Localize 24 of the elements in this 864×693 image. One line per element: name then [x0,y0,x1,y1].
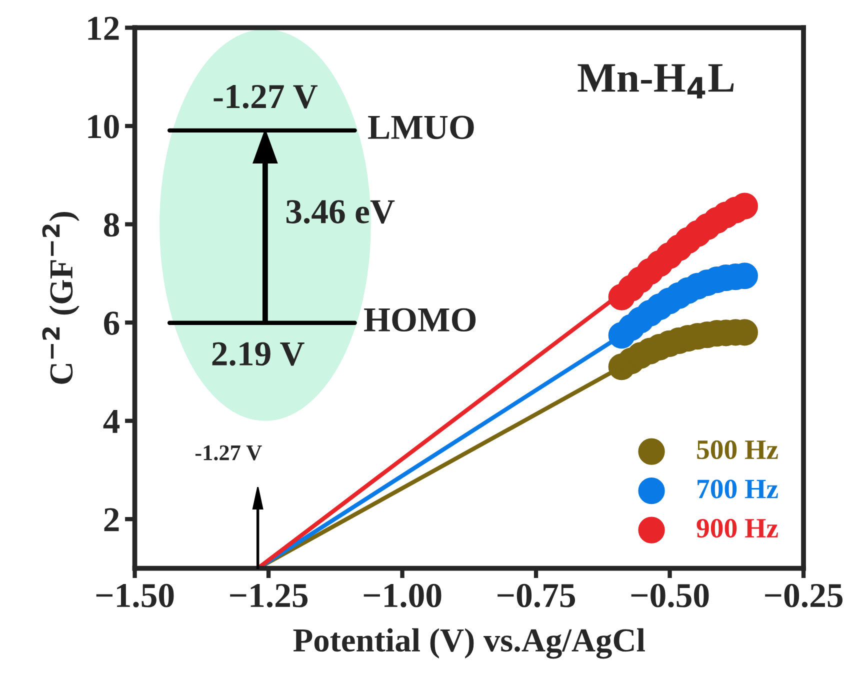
annotation: 2.19 V [212,342,304,366]
annotation: -1.27 V [214,84,318,108]
text: Mn-H$_{4}$L [578,64,734,98]
y-tick-label: 10 [88,114,119,138]
x-tick-label: −0.50 [631,584,709,608]
x-tick-label: −0.75 [498,584,576,608]
x-tick-label: −1.25 [230,584,308,608]
x-tick-label: −1.50 [96,584,174,608]
y-tick-label: 2 [104,508,119,532]
annotation: LMUO [368,116,474,140]
annotation: 3.46 eV [286,200,395,224]
legend-label: 500 Hz [697,440,778,460]
legend-label: 700 Hz [698,480,778,498]
annotation: HOMO [364,308,476,332]
annotation: -1.27 V [195,445,262,460]
legend-label: 900 Hz [696,518,778,538]
y-tick-label: 8 [104,213,120,237]
y-tick-label: 6 [104,312,120,335]
y-tick-label: 4 [103,410,120,433]
y-axis-title: C$^{−2}$ (GF$^{−2}$) [42,212,80,384]
x-tick-label: −0.25 [765,584,843,608]
x-axis-title: Potential (V) vs.Ag/AgCl [293,628,645,659]
x-tick-label: −1.00 [364,584,442,608]
y-tick-label: 12 [88,16,119,40]
